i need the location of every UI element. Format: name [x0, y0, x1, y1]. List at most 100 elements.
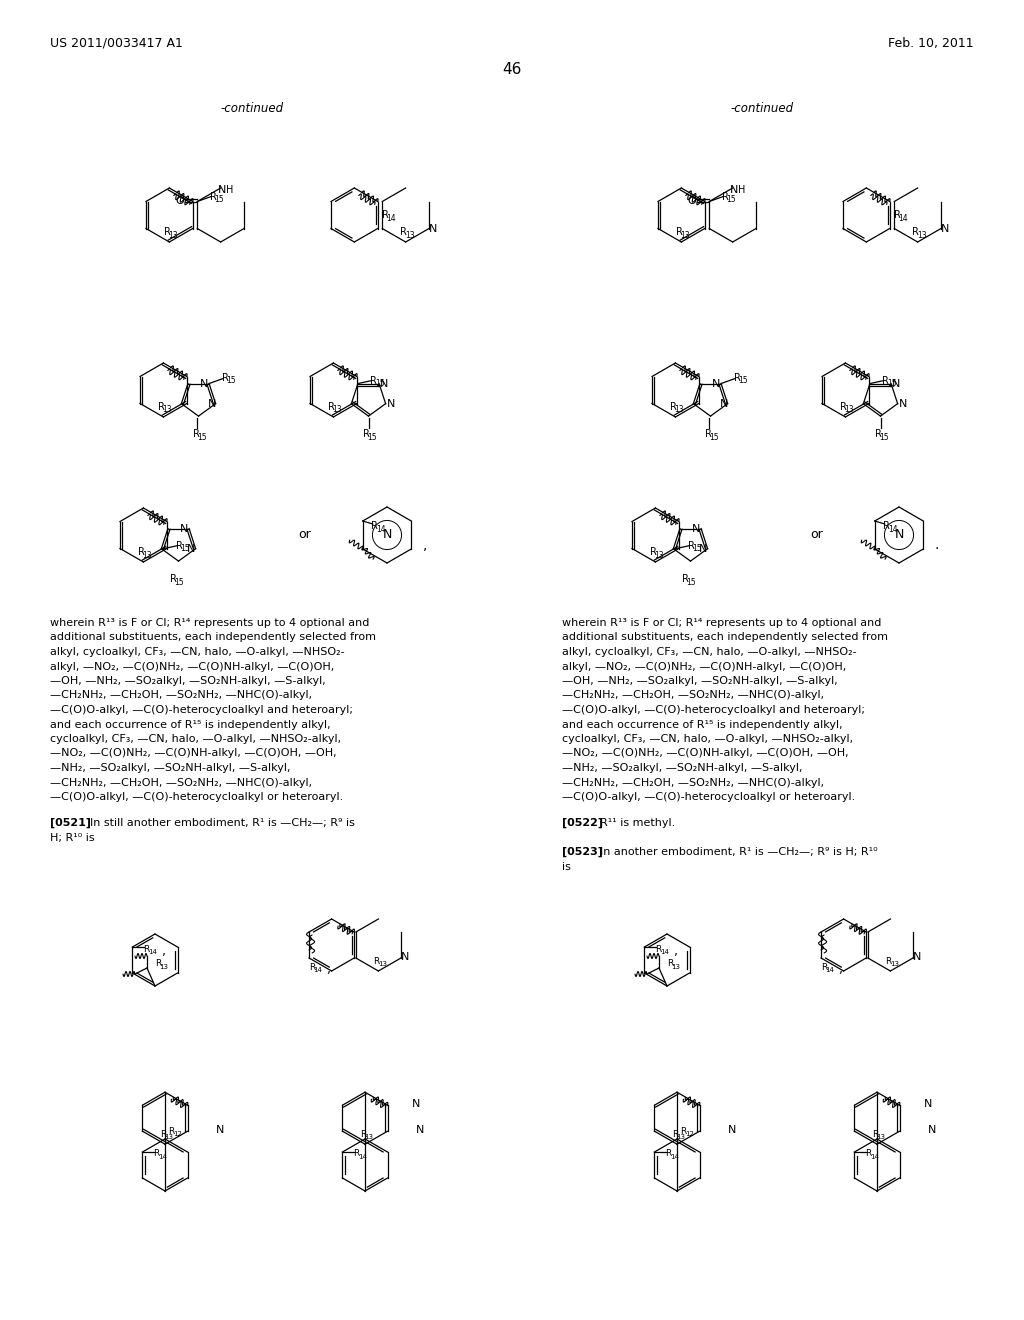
- Text: N: N: [898, 399, 907, 409]
- Text: R: R: [221, 372, 228, 383]
- Text: R: R: [194, 429, 200, 440]
- Text: R: R: [353, 1150, 359, 1159]
- Text: R: R: [176, 541, 183, 550]
- Text: 15: 15: [198, 433, 207, 442]
- Text: N: N: [924, 1100, 932, 1109]
- Text: R: R: [650, 546, 656, 557]
- Text: R: R: [876, 429, 882, 440]
- Text: alkyl, —NO₂, —C(O)NH₂, —C(O)NH-alkyl, —C(O)OH,: alkyl, —NO₂, —C(O)NH₂, —C(O)NH-alkyl, —C…: [562, 661, 846, 672]
- Text: 14: 14: [358, 1154, 367, 1160]
- Text: N: N: [894, 528, 904, 541]
- Text: 14: 14: [148, 949, 157, 954]
- Text: 13: 13: [677, 1134, 685, 1140]
- Text: R: R: [170, 574, 177, 583]
- Text: additional substituents, each independently selected from: additional substituents, each independen…: [50, 632, 376, 643]
- Text: R: R: [883, 375, 890, 385]
- Text: N: N: [912, 952, 922, 962]
- Text: 13: 13: [877, 1134, 886, 1140]
- Text: N: N: [380, 379, 388, 388]
- Text: R: R: [400, 227, 408, 238]
- Text: N: N: [180, 524, 188, 533]
- Text: R: R: [372, 521, 378, 531]
- Text: —C(O)O-alkyl, —C(O)-heterocycloalkyl and heteroaryl;: —C(O)O-alkyl, —C(O)-heterocycloalkyl and…: [562, 705, 865, 715]
- Text: and each occurrence of R¹⁵ is independently alkyl,: and each occurrence of R¹⁵ is independen…: [50, 719, 331, 730]
- Text: wherein R¹³ is F or Cl; R¹⁴ represents up to 4 optional and: wherein R¹³ is F or Cl; R¹⁴ represents u…: [562, 618, 882, 628]
- Text: 13: 13: [169, 231, 178, 239]
- Text: 14: 14: [386, 214, 396, 223]
- Text: R: R: [733, 372, 740, 383]
- Text: 14: 14: [313, 968, 323, 973]
- Text: —OH, —NH₂, —SO₂alkyl, —SO₂NH-alkyl, —S-alkyl,: —OH, —NH₂, —SO₂alkyl, —SO₂NH-alkyl, —S-a…: [50, 676, 326, 686]
- Text: N: N: [200, 379, 208, 388]
- Text: 13: 13: [142, 550, 153, 560]
- Text: 14: 14: [898, 214, 908, 223]
- Text: alkyl, cycloalkyl, CF₃, —CN, halo, —O-alkyl, —NHSO₂-: alkyl, cycloalkyl, CF₃, —CN, halo, —O-al…: [562, 647, 857, 657]
- Text: additional substituents, each independently selected from: additional substituents, each independen…: [562, 632, 888, 643]
- Text: 14: 14: [888, 524, 898, 533]
- Text: -continued: -continued: [220, 102, 284, 115]
- Text: 13: 13: [365, 1134, 374, 1140]
- Text: US 2011/0033417 A1: US 2011/0033417 A1: [50, 37, 183, 49]
- Text: N: N: [429, 223, 437, 234]
- Text: N: N: [412, 1100, 420, 1109]
- Text: R: R: [884, 521, 890, 531]
- Text: N: N: [941, 223, 949, 234]
- Text: N: N: [892, 379, 900, 388]
- Text: R: R: [138, 546, 144, 557]
- Text: —CH₂NH₂, —CH₂OH, —SO₂NH₂, —NHC(O)-alkyl,: —CH₂NH₂, —CH₂OH, —SO₂NH₂, —NHC(O)-alkyl,: [562, 690, 824, 701]
- Text: N: N: [400, 952, 410, 962]
- Text: -continued: -continued: [730, 102, 794, 115]
- Text: R: R: [168, 1127, 175, 1135]
- Text: —NO₂, —C(O)NH₂, —C(O)NH-alkyl, —C(O)OH, —OH,: —NO₂, —C(O)NH₂, —C(O)NH-alkyl, —C(O)OH, …: [562, 748, 849, 759]
- Text: R: R: [871, 1130, 879, 1139]
- Text: R: R: [154, 1150, 160, 1159]
- Text: 14: 14: [670, 1154, 679, 1160]
- Text: 13: 13: [890, 961, 899, 968]
- Text: R: R: [676, 227, 683, 238]
- Text: 13: 13: [160, 964, 169, 970]
- Text: 15: 15: [214, 195, 224, 205]
- Text: 12: 12: [173, 1131, 182, 1138]
- Text: —CH₂NH₂, —CH₂OH, —SO₂NH₂, —NHC(O)-alkyl,: —CH₂NH₂, —CH₂OH, —SO₂NH₂, —NHC(O)-alkyl,: [50, 777, 312, 788]
- Text: 14: 14: [376, 524, 386, 533]
- Text: 14: 14: [870, 1154, 879, 1160]
- Text: 15: 15: [687, 578, 696, 586]
- Text: 13: 13: [681, 231, 690, 239]
- Text: 13: 13: [378, 961, 387, 968]
- Text: ,: ,: [839, 964, 843, 977]
- Text: R: R: [821, 962, 827, 972]
- Text: ,: ,: [423, 539, 427, 552]
- Text: 14: 14: [660, 949, 669, 954]
- Text: 46: 46: [503, 62, 521, 78]
- Text: 12: 12: [685, 1131, 694, 1138]
- Text: R: R: [722, 191, 729, 202]
- Text: cycloalkyl, CF₃, —CN, halo, —O-alkyl, —NHSO₂-alkyl,: cycloalkyl, CF₃, —CN, halo, —O-alkyl, —N…: [562, 734, 853, 744]
- Text: ,: ,: [163, 945, 167, 958]
- Text: cycloalkyl, CF₃, —CN, halo, —O-alkyl, —NHSO₂-alkyl,: cycloalkyl, CF₃, —CN, halo, —O-alkyl, —N…: [50, 734, 341, 744]
- Text: N: N: [382, 528, 392, 541]
- Text: N: N: [416, 1125, 424, 1135]
- Text: N: N: [698, 544, 707, 553]
- Text: R: R: [667, 960, 673, 969]
- Text: R: R: [143, 945, 150, 953]
- Text: alkyl, cycloalkyl, CF₃, —CN, halo, —O-alkyl, —NHSO₂-: alkyl, cycloalkyl, CF₃, —CN, halo, —O-al…: [50, 647, 345, 657]
- Text: H: H: [738, 185, 745, 195]
- Text: —NO₂, —C(O)NH₂, —C(O)NH-alkyl, —C(O)OH, —OH,: —NO₂, —C(O)NH₂, —C(O)NH-alkyl, —C(O)OH, …: [50, 748, 337, 759]
- Text: N: N: [216, 1125, 224, 1135]
- Text: R: R: [359, 1130, 367, 1139]
- Text: R: R: [371, 375, 378, 385]
- Text: O: O: [687, 197, 695, 206]
- Text: 15: 15: [175, 578, 184, 586]
- Text: 13: 13: [845, 405, 854, 414]
- Text: R: R: [309, 962, 315, 972]
- Text: 15: 15: [375, 379, 385, 388]
- Text: R: R: [865, 1150, 871, 1159]
- Text: N: N: [217, 185, 226, 195]
- Text: N: N: [720, 399, 728, 409]
- Text: N: N: [928, 1125, 936, 1135]
- Text: N: N: [692, 524, 700, 533]
- Text: —NH₂, —SO₂alkyl, —SO₂NH-alkyl, —S-alkyl,: —NH₂, —SO₂alkyl, —SO₂NH-alkyl, —S-alkyl,: [50, 763, 291, 774]
- Text: alkyl, —NO₂, —C(O)NH₂, —C(O)NH-alkyl, —C(O)OH,: alkyl, —NO₂, —C(O)NH₂, —C(O)NH-alkyl, —C…: [50, 661, 334, 672]
- Text: is: is: [562, 862, 570, 871]
- Text: 15: 15: [226, 376, 236, 385]
